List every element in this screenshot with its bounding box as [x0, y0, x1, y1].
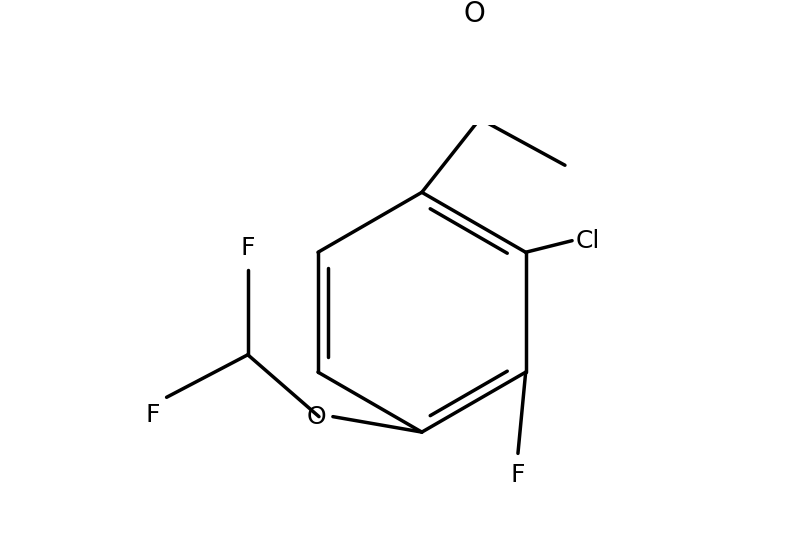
Text: O: O	[463, 0, 485, 28]
Text: F: F	[240, 236, 255, 261]
Text: Cl: Cl	[576, 229, 600, 253]
Text: F: F	[146, 404, 161, 427]
Text: F: F	[511, 463, 525, 487]
Text: O: O	[307, 405, 327, 429]
